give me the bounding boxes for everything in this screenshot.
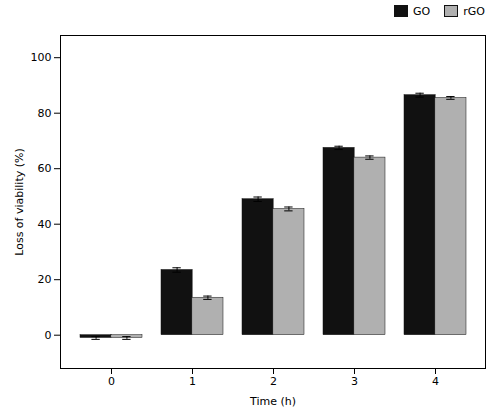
svg-text:1: 1 [189,375,196,388]
svg-text:0: 0 [45,329,52,342]
svg-text:40: 40 [38,218,52,231]
svg-text:2: 2 [270,375,277,388]
svg-text:20: 20 [38,273,52,286]
svg-text:0: 0 [108,375,115,388]
svg-text:3: 3 [351,375,358,388]
svg-text:100: 100 [31,51,52,64]
html-text:GO: GO [413,4,431,18]
svg-text:4: 4 [432,375,439,388]
svg-text:Time (h): Time (h) [249,395,296,408]
svg-text:60: 60 [38,162,52,175]
svg-text:Loss of viability (%): Loss of viability (%) [13,148,26,256]
html-text:rGO: rGO [463,4,485,18]
svg-text:80: 80 [38,107,52,120]
